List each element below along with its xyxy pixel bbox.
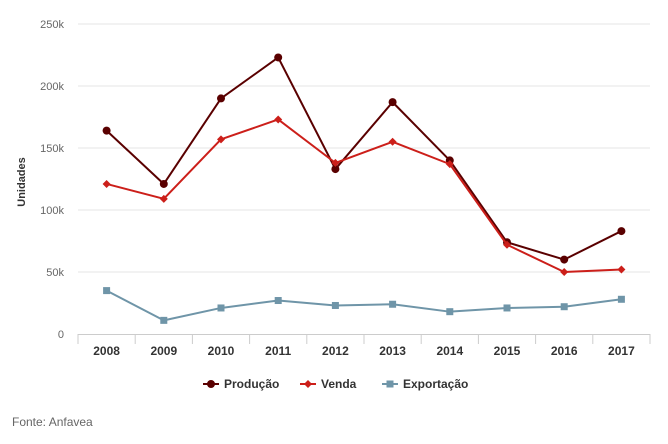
data-point [217, 94, 225, 103]
y-tick-label: 100k [40, 205, 64, 217]
data-point [331, 158, 340, 167]
series-venda [102, 115, 626, 276]
legend-item-exportacao[interactable]: Exportação [382, 377, 468, 391]
y-tick-label: 150k [40, 143, 64, 155]
data-point [159, 194, 168, 203]
data-point [103, 287, 111, 295]
data-point [102, 179, 111, 188]
data-point [560, 268, 569, 276]
data-point [617, 227, 626, 236]
data-point [617, 265, 626, 274]
data-point [217, 304, 225, 312]
legend-label: Produção [224, 377, 279, 391]
data-point [160, 316, 168, 324]
x-tick-label: 2015 [494, 344, 521, 358]
series-exportacao [103, 287, 625, 324]
data-point [217, 135, 225, 144]
x-tick-label: 2009 [150, 344, 177, 358]
y-axis-ticks: 0 50k 100k 150k 200k 250k [40, 19, 64, 341]
y-tick-label: 0 [58, 329, 64, 341]
x-tick-label: 2012 [322, 344, 349, 358]
legend-label: Venda [321, 377, 357, 391]
series-producao [102, 53, 626, 264]
data-point [331, 165, 340, 174]
legend-item-venda[interactable]: Venda [300, 377, 357, 391]
legend-item-producao[interactable]: Produção [203, 377, 279, 391]
x-tick-label: 2010 [208, 344, 235, 358]
y-tick-label: 200k [40, 81, 64, 93]
data-point [503, 240, 511, 249]
series-line [106, 289, 622, 322]
y-axis-label: Unidades [16, 157, 28, 207]
data-point [446, 308, 454, 316]
data-point [159, 179, 168, 188]
x-tick-label: 2016 [551, 344, 578, 358]
data-point [389, 300, 397, 308]
x-tick-label: 2014 [436, 344, 463, 358]
data-point [388, 98, 397, 107]
grid-lines [78, 23, 650, 273]
legend-marker [207, 380, 215, 388]
legend-marker [386, 380, 394, 388]
legend-marker [304, 380, 312, 388]
x-axis: 2008 2009 2010 2011 2012 2013 2014 2015 2016 2017 [77, 334, 651, 358]
data-point [617, 295, 625, 303]
data-point [274, 297, 282, 305]
x-tick-label: 2011 [265, 344, 291, 358]
data-point [445, 160, 454, 169]
x-tick-label: 2013 [379, 344, 406, 358]
source-note: Fonte: Anfavea [12, 415, 93, 429]
series-group [102, 53, 626, 324]
x-tick-label: 2017 [608, 344, 635, 358]
data-point [331, 301, 339, 309]
y-tick-label: 50k [46, 267, 64, 279]
legend-label: Exportação [403, 377, 468, 391]
data-point [503, 304, 511, 312]
y-tick-label: 250k [40, 19, 64, 31]
data-point [560, 303, 568, 311]
data-point [274, 53, 283, 62]
x-tick-label: 2008 [93, 344, 120, 358]
data-point [560, 255, 569, 264]
legend[interactable]: Produção Venda Exportação [203, 377, 468, 391]
data-point [274, 115, 283, 124]
data-point [388, 137, 397, 146]
series-line [106, 118, 622, 273]
line-chart: 0 50k 100k 150k 200k 250k 2008 2009 2010 2011 201… [16, 19, 651, 391]
data-point [102, 126, 111, 135]
series-line [105, 56, 622, 261]
